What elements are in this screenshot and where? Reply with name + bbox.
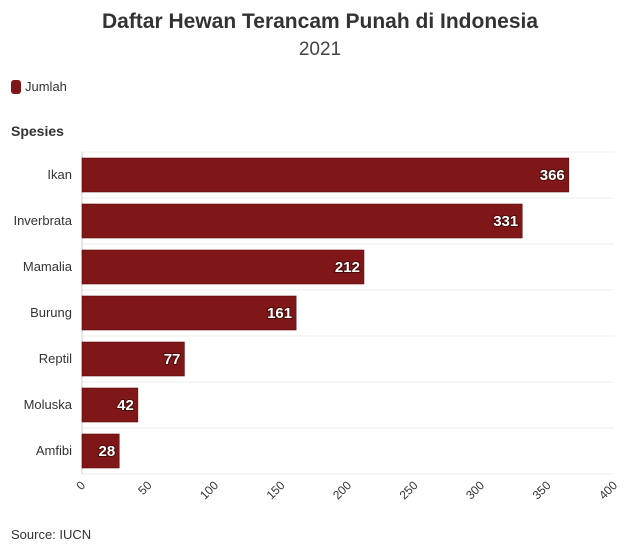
x-tick-label: 50: [135, 478, 155, 498]
gridlines: [81, 151, 614, 475]
data-labels: 366 331 212 161 77 42 28: [98, 166, 566, 461]
data-label: 77: [164, 351, 181, 368]
x-tick-label: 300: [463, 478, 487, 502]
x-tick-label: 250: [397, 478, 421, 502]
bar: [81, 295, 297, 331]
category-label: Inverbrata: [13, 213, 72, 228]
category-label: Burung: [30, 305, 72, 320]
category-label: Amfibi: [36, 443, 72, 458]
data-label: 331: [493, 213, 518, 230]
x-tick-label: 100: [197, 478, 221, 502]
bars: [81, 157, 570, 469]
legend-swatch: [11, 79, 21, 94]
x-tick-label: 350: [530, 478, 554, 502]
bar: [81, 157, 570, 193]
category-labels: Ikan Inverbrata Mamalia Burung Reptil Moluska…: [13, 167, 72, 458]
chart-subtitle: 2021: [298, 39, 342, 60]
bar: [81, 387, 139, 423]
x-tick-label: 150: [264, 478, 288, 502]
x-tick-label: 200: [330, 478, 354, 502]
x-tick-label: 0: [73, 478, 88, 493]
category-label: Moluska: [24, 397, 73, 412]
chart-title: Daftar Hewan Terancam Punah di Indonesia: [101, 10, 539, 33]
category-label: Ikan: [47, 167, 72, 182]
x-tick-labels: 0 50 100 150 200 250 300 350 400: [73, 478, 620, 502]
data-label: 212: [335, 259, 360, 276]
y-axis-title: Spesies: [11, 123, 64, 139]
source-note: Source: IUCN: [11, 527, 92, 542]
category-label: Mamalia: [23, 259, 73, 274]
legend[interactable]: Jumlah: [11, 79, 67, 94]
data-label: 28: [99, 443, 116, 460]
x-tick-label: 400: [596, 478, 620, 502]
legend-label: Jumlah: [25, 79, 67, 94]
category-label: Reptil: [39, 351, 72, 366]
data-label: 366: [540, 167, 565, 184]
bar: [81, 203, 523, 239]
bar: [81, 433, 120, 469]
data-label: 161: [267, 305, 292, 322]
bar: [81, 249, 365, 285]
bar: [81, 341, 185, 377]
data-label: 42: [117, 397, 134, 414]
